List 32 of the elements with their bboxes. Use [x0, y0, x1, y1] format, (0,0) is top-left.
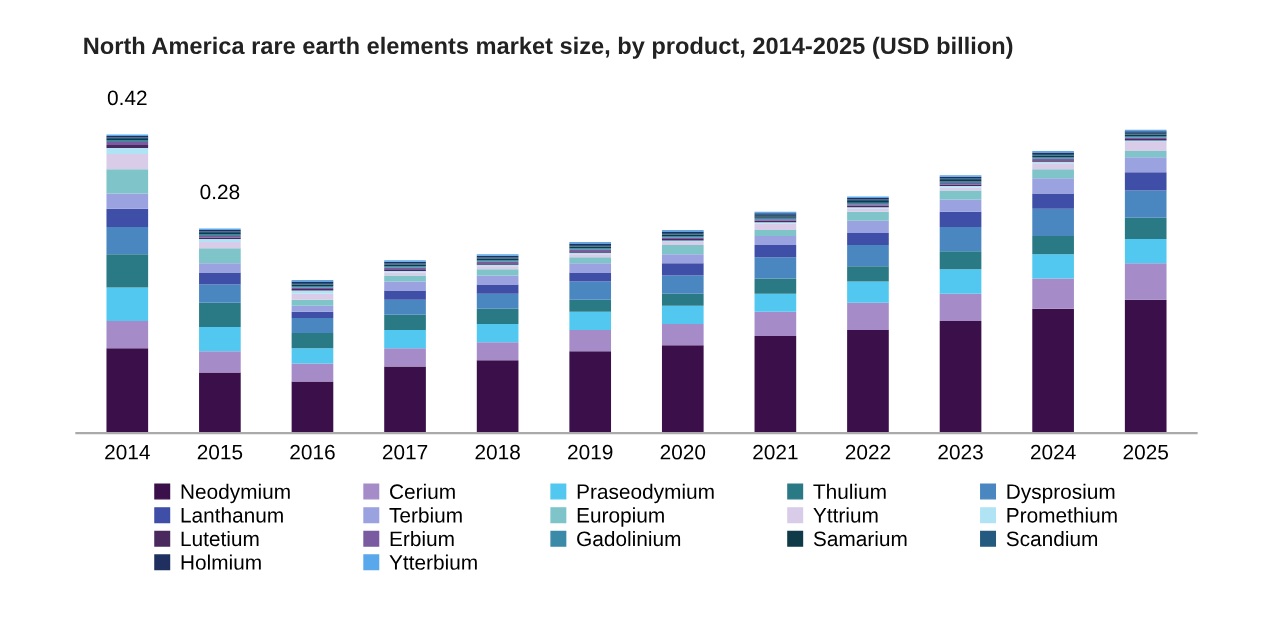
legend-label: Erbium	[390, 530, 454, 547]
legend-label: Yttrium	[813, 507, 878, 523]
x-tick-label: 2015	[197, 444, 243, 460]
x-tick-label: 2017	[382, 444, 428, 460]
annotation: 0.28	[200, 184, 240, 200]
x-tick-label: 2020	[660, 444, 706, 460]
legend-label: Terbium	[389, 507, 462, 523]
legend-label: Scandium	[1006, 530, 1098, 547]
legend-label: Ytterbium	[389, 554, 477, 570]
annotation: 0.42	[107, 90, 147, 106]
legend-label: Holmium	[181, 554, 261, 570]
x-tick-label: 2016	[290, 444, 335, 460]
chart-title: North America rare earth elements market size, by product, 2014-2025 (USD billion)	[84, 36, 1013, 59]
x-tick-label: 2025	[1123, 444, 1168, 460]
legend-label: Gadolinium	[577, 530, 681, 547]
legend-label: Lanthanum	[181, 507, 283, 523]
legend-label: Europium	[577, 507, 664, 527]
x-tick-label: 2022	[845, 444, 891, 460]
legend-label: Neodymium	[181, 483, 290, 504]
legend-label: Thulium	[813, 483, 886, 500]
x-tick-label: 2014	[105, 444, 150, 460]
legend-label: Dysprosium	[1007, 483, 1115, 504]
x-tick-label: 2023	[938, 444, 983, 460]
x-tick-label: 2024	[1031, 444, 1076, 460]
legend-label: Samarium	[813, 530, 907, 547]
legend-label: Promethium	[1007, 507, 1117, 523]
x-tick-label: 2019	[568, 444, 613, 460]
x-tick-label: 2018	[475, 444, 520, 460]
x-tick-label: 2021	[753, 444, 798, 460]
legend-label: Cerium	[390, 483, 455, 500]
legend-label: Lutetium	[181, 530, 259, 547]
legend-label: Praseodymium	[577, 483, 714, 504]
